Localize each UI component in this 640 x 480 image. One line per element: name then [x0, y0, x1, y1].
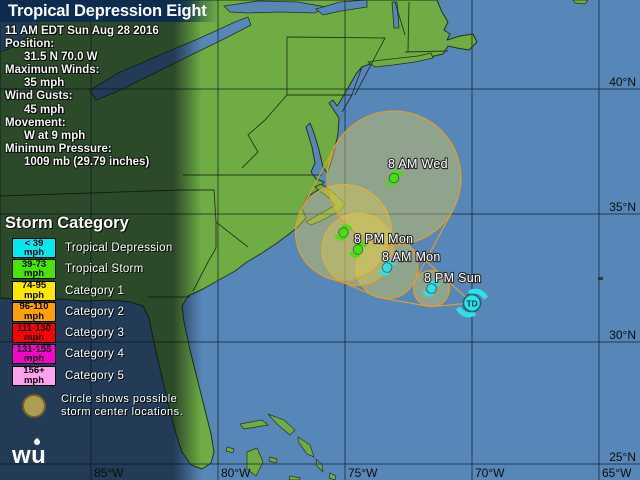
island: [239, 419, 269, 430]
cone-tangent-line: [381, 297, 429, 307]
storm-info-line: Position:: [5, 38, 55, 51]
storm-icon-8pm-sun: [422, 280, 441, 297]
storm-icon-8am-mon: [377, 259, 397, 276]
legend-color-swatch: 39-73 mph: [12, 259, 56, 280]
lon-label: 85°W: [94, 466, 124, 480]
graticule-labels: 40°N 35°N 30°N 25°N 85°W 80°W 75°W 70°W 65°W: [94, 75, 636, 480]
island: [268, 456, 278, 464]
outer-banks: [305, 183, 346, 226]
island: [246, 447, 264, 477]
lake: [315, 0, 368, 16]
logo-text: wu: [12, 442, 47, 469]
storm-info-panel: 11 AM EDT Sun Aug 28 2016 Position: 31.5 N…: [5, 25, 225, 169]
legend-row: < 39 mph Tropical Depression: [5, 238, 215, 258]
state-border: [354, 37, 386, 96]
uncertainty-note: Circle shows possible storm center locati…: [5, 393, 215, 419]
storm-info-line: Minimum Pressure:: [5, 142, 112, 155]
storm-info-line: Movement:: [5, 116, 66, 129]
storm-info-line: 1009 mb (29.79 inches): [24, 155, 150, 168]
lon-label: 70°W: [475, 466, 505, 480]
state-border: [286, 36, 386, 39]
legend-category-label: Category 3: [65, 327, 125, 340]
state-border: [404, 50, 449, 53]
uncertainty-circle-icon: [22, 393, 46, 418]
state-border: [394, 1, 406, 36]
lon-label: 80°W: [221, 466, 251, 480]
legend-row: 131-155 mph Category 4: [5, 344, 215, 365]
storm-icon-8am-wed: [384, 169, 404, 187]
state-border: [407, 1, 410, 53]
lat-label: 35°N: [609, 200, 636, 214]
storm-info-line: W at 9 mph: [24, 129, 86, 142]
bermuda-island: [598, 277, 603, 280]
legend-color-swatch: 96-110 mph: [12, 301, 56, 322]
storm-icon-8pm-mon: [348, 241, 368, 258]
legend-category-label: Category 2: [65, 305, 125, 318]
legend-row: 156+ mph Category 5: [5, 365, 215, 386]
storm-info-line: Maximum Winds:: [5, 64, 100, 77]
title-bar: Tropical Depression Eight: [0, 0, 218, 22]
state-border: [341, 94, 353, 113]
legend-color-swatch: < 39 mph: [12, 238, 56, 258]
island: [225, 446, 235, 454]
cone-tangent-line: [343, 281, 375, 297]
island: [572, 0, 589, 5]
island: [288, 475, 301, 480]
legend-color-swatch: 156+ mph: [12, 365, 56, 386]
legend-rows: < 39 mph Tropical Depression 39-73 mph Tropic…: [5, 238, 215, 386]
storm-info-line: 31.5 N 70.0 W: [24, 51, 98, 64]
forecast-time-label-8am-mon: 8 AM Mon: [382, 250, 441, 264]
legend-row: 74-95 mph Category 1: [5, 280, 215, 301]
forecast-time-label-8pm-sun: 8 PM Sun: [424, 271, 481, 285]
lake: [223, 0, 328, 14]
legend-category-label: Tropical Storm: [65, 263, 144, 276]
cone-tangent-line: [300, 146, 336, 211]
forecast-time-label-8am-wed: 8 AM Wed: [388, 157, 448, 171]
current-storm-label: TD: [466, 298, 477, 308]
long-island: [366, 52, 434, 68]
state-border: [215, 221, 249, 248]
uncertainty-note-text: Circle shows possible storm center locati…: [61, 392, 184, 418]
lat-label: 40°N: [609, 75, 636, 89]
cone-tangent-line: [413, 209, 454, 283]
legend-row: 111-130 mph Category 3: [5, 323, 215, 344]
legend-category-label: Category 1: [65, 284, 125, 297]
storm-title: Tropical Depression Eight: [8, 2, 207, 20]
island: [328, 472, 337, 480]
lat-label: 30°N: [609, 328, 636, 342]
lon-label: 65°W: [602, 466, 632, 480]
island: [297, 436, 315, 458]
state-border: [241, 94, 288, 169]
lat-label: 25°N: [609, 450, 636, 464]
current-storm-icon: [455, 288, 489, 318]
storm-info-line: 35 mph: [24, 77, 65, 90]
legend-category-label: Category 4: [65, 348, 125, 361]
wu-logo: wu: [10, 437, 70, 472]
lon-label: 75°W: [348, 466, 378, 480]
storm-icon-8am-tue: [334, 224, 353, 241]
legend-row: 39-73 mph Tropical Storm: [5, 259, 215, 280]
legend-title: Storm Category: [5, 214, 129, 232]
cone-tangent-line: [329, 277, 348, 285]
storm-category-legend: Storm Category < 39 mph Tropical Depressio…: [5, 214, 215, 419]
storm-info-line: 11 AM EDT Sun Aug 28 2016: [5, 25, 159, 37]
legend-category-label: Category 5: [65, 369, 125, 382]
cone-tangent-line: [407, 244, 473, 304]
island: [267, 413, 296, 436]
legend-category-label: Tropical Depression: [65, 242, 173, 254]
storm-info-line: Wind Gusts:: [5, 90, 73, 103]
forecast-time-label-8pm-mon: 8 PM Mon: [354, 232, 413, 246]
legend-color-swatch: 111-130 mph: [12, 323, 56, 344]
storm-info-line: 45 mph: [24, 103, 65, 116]
legend-row: 96-110 mph Category 2: [5, 301, 215, 322]
legend-color-swatch: 131-155 mph: [12, 344, 56, 365]
legend-color-swatch: 74-95 mph: [12, 280, 56, 301]
